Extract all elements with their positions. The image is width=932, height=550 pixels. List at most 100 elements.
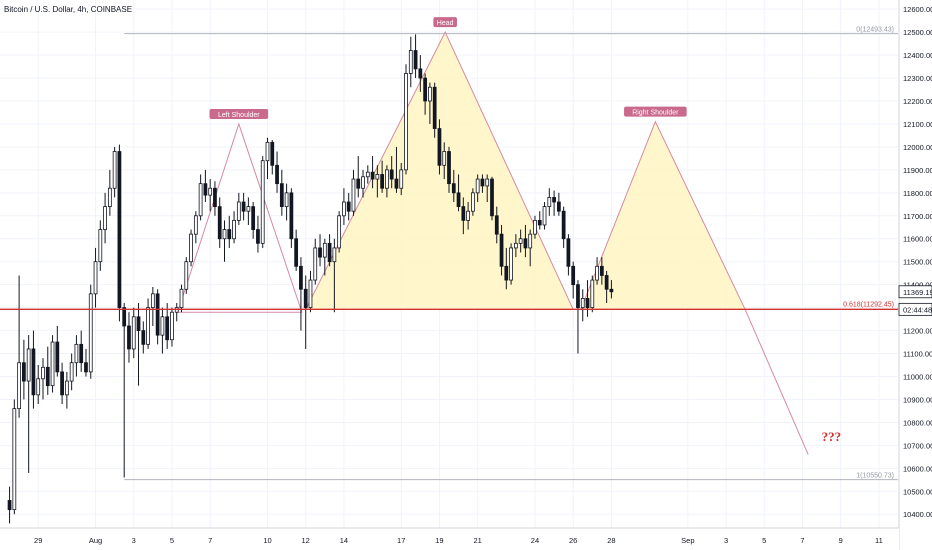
candle	[50, 335, 55, 393]
candle	[141, 321, 146, 354]
candle	[552, 190, 556, 216]
candle	[193, 211, 198, 244]
candle	[150, 286, 155, 326]
candle-body	[41, 366, 45, 380]
candle-body	[466, 210, 470, 221]
candle	[241, 192, 246, 221]
pattern-label: Left Shoulder	[218, 112, 260, 119]
candle-body	[241, 201, 246, 212]
candle-body	[265, 141, 270, 162]
candle-body	[518, 238, 523, 244]
candle-body	[203, 183, 208, 196]
candle-body	[590, 279, 595, 309]
candle-body	[380, 174, 385, 189]
candle	[308, 270, 313, 313]
candle-body	[79, 343, 84, 364]
candle-body	[69, 362, 74, 382]
candle-body	[270, 141, 275, 166]
candle	[41, 358, 45, 400]
candle	[346, 192, 351, 221]
candle	[547, 188, 552, 216]
price-tick-label: 12000.00	[903, 143, 932, 152]
candle	[513, 234, 518, 258]
candle-body	[389, 169, 394, 180]
time-tick-label: 24	[531, 536, 539, 545]
candle	[380, 160, 385, 193]
candle-body	[561, 210, 566, 240]
time-tick-label: 28	[607, 536, 615, 545]
candle	[361, 169, 365, 198]
pattern-label-bg	[624, 106, 687, 117]
candle-body	[60, 371, 64, 396]
price-axis[interactable]: 12600.00 12500.00 12400.00 12300.00 12200.00…	[898, 0, 932, 550]
candle-body	[408, 50, 413, 74]
time-tick-label: 10	[263, 536, 271, 545]
candle-body	[155, 293, 160, 336]
candle	[447, 146, 451, 193]
time-tick-label: 3	[132, 536, 136, 545]
candle	[370, 156, 375, 189]
candle	[337, 211, 342, 253]
candle-body	[533, 219, 537, 235]
candle-body	[275, 164, 279, 185]
candle	[236, 192, 241, 225]
candle-body	[232, 219, 236, 240]
candle-body	[494, 215, 499, 235]
price-tick-label: 12100.00	[903, 120, 932, 129]
candle-body	[74, 343, 79, 364]
candle-body	[88, 293, 93, 373]
candle-body	[189, 233, 193, 263]
candle-body	[131, 316, 136, 350]
candle	[79, 330, 84, 372]
last-price-badge	[898, 285, 932, 299]
candle	[17, 275, 21, 418]
time-tick-label: 5	[762, 536, 766, 545]
candle-series	[7, 34, 614, 524]
candle	[542, 202, 547, 230]
candle	[12, 399, 17, 515]
candle-body	[198, 183, 203, 217]
candle-body	[64, 380, 69, 396]
candle-body	[299, 265, 303, 290]
time-tick-label: 7	[208, 536, 212, 545]
candle-body	[442, 151, 447, 166]
candle-body	[437, 128, 442, 166]
candle	[466, 202, 470, 230]
time-axis[interactable]: 29 Aug 3 5 7 10 12 14 17 19 21 24 26 28 Sep 3 5 7 9 11	[0, 527, 899, 550]
candle	[93, 247, 98, 308]
time-tick-label: 7	[800, 536, 804, 545]
candle	[576, 280, 580, 354]
candle	[60, 362, 64, 405]
candle	[318, 234, 322, 267]
candle	[26, 335, 31, 473]
candle-body	[356, 178, 361, 189]
candle-body	[279, 183, 284, 208]
candle-body	[127, 325, 131, 350]
candle-body	[303, 288, 308, 309]
candle	[294, 229, 299, 271]
candle-body	[480, 178, 485, 187]
candle	[203, 169, 208, 203]
fib-label: 0(12493.43)	[856, 27, 894, 34]
price-axis-bg	[899, 0, 932, 550]
price-tick-label: 12200.00	[903, 97, 932, 106]
candle	[279, 169, 284, 216]
time-tick-label: 12	[302, 536, 310, 545]
candle-body	[418, 68, 423, 79]
time-tick-label: Aug	[89, 536, 102, 545]
candle	[232, 211, 236, 244]
candle-body	[547, 197, 552, 208]
candle-body	[456, 192, 461, 208]
price-tick-label: 11700.00	[903, 212, 932, 221]
candle	[475, 174, 480, 203]
neckline: 0.618(11292.45)	[0, 301, 898, 311]
price-tick-label: 11200.00	[903, 327, 932, 336]
head-and-shoulders-pattern: Left Shoulder Head Right Shoulder???	[177, 17, 841, 455]
candle	[494, 206, 499, 244]
candle-body	[399, 169, 404, 189]
neckline-label: 0.618(11292.45)	[843, 301, 894, 308]
price-tick-label: 12300.00	[903, 74, 932, 83]
chart-title: Bitcoin / U.S. Dollar, 4h, COINBASE	[4, 5, 132, 14]
candle	[107, 169, 112, 216]
